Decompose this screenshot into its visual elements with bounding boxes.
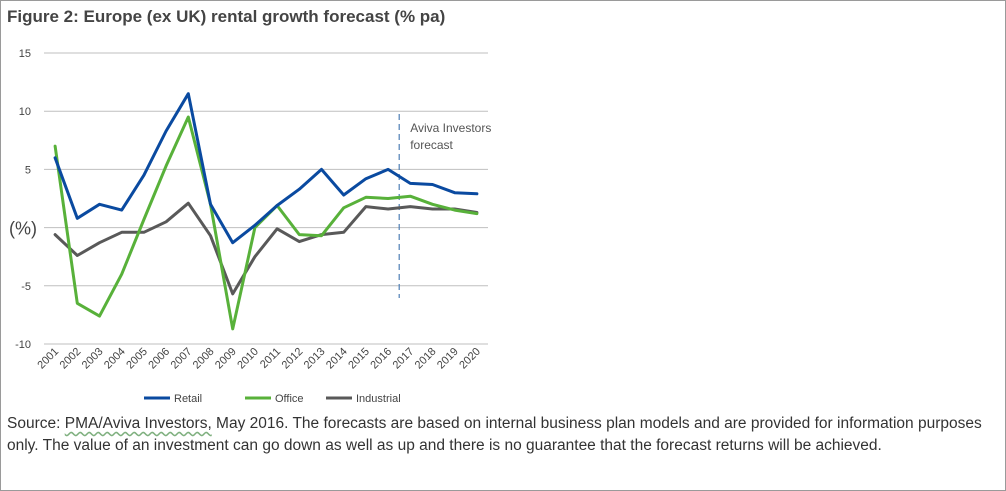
y-tick-label: 15 xyxy=(19,48,31,60)
source-link: PMA/Aviva Investors, xyxy=(64,415,212,432)
x-tick-label: 2004 xyxy=(102,346,128,372)
x-tick-label: 2015 xyxy=(346,346,372,372)
annotation-line-1: Aviva Investors xyxy=(410,121,491,135)
x-tick-label: 2010 xyxy=(235,346,261,372)
x-tick-label: 2020 xyxy=(457,346,483,372)
line-chart: 15105-5-10(%)200120022003200420052006200… xyxy=(9,48,491,405)
y-tick-label: 10 xyxy=(19,106,31,118)
series-line-retail xyxy=(53,92,479,245)
y-axis-label: (%) xyxy=(9,219,37,239)
y-tick-label: 5 xyxy=(25,164,31,176)
x-tick-label: 2005 xyxy=(124,346,150,372)
x-tick-label: 2016 xyxy=(368,346,394,372)
x-tick-label: 2019 xyxy=(435,346,461,372)
figure-title: Figure 2: Europe (ex UK) rental growth f… xyxy=(7,7,446,26)
x-tick-label: 2013 xyxy=(302,346,328,372)
source-prefix: Source: xyxy=(7,415,65,432)
source-note: Source: PMA/Aviva Investors, May 2016. T… xyxy=(7,413,1002,457)
series-line-industrial xyxy=(53,201,479,296)
x-tick-label: 2007 xyxy=(169,346,195,372)
y-tick-label: -10 xyxy=(15,339,31,351)
x-tick-label: 2001 xyxy=(35,346,61,372)
x-tick-label: 2017 xyxy=(391,346,417,372)
x-tick-label: 2006 xyxy=(146,346,172,372)
x-tick-label: 2009 xyxy=(213,346,239,372)
legend-label-office: Office xyxy=(275,393,304,405)
x-tick-label: 2008 xyxy=(191,346,217,372)
source-text: May 2016. The forecasts are based on int… xyxy=(7,415,982,454)
x-tick-label: 2002 xyxy=(58,346,84,372)
x-tick-label: 2011 xyxy=(258,346,283,371)
x-tick-label: 2014 xyxy=(324,346,350,372)
annotation-line-2: forecast xyxy=(410,138,453,152)
x-tick-label: 2018 xyxy=(413,346,439,372)
y-tick-label: -5 xyxy=(21,281,31,293)
x-tick-label: 2012 xyxy=(280,346,306,372)
legend-label-retail: Retail xyxy=(174,393,202,405)
legend-label-industrial: Industrial xyxy=(356,393,401,405)
x-tick-label: 2003 xyxy=(80,346,106,372)
